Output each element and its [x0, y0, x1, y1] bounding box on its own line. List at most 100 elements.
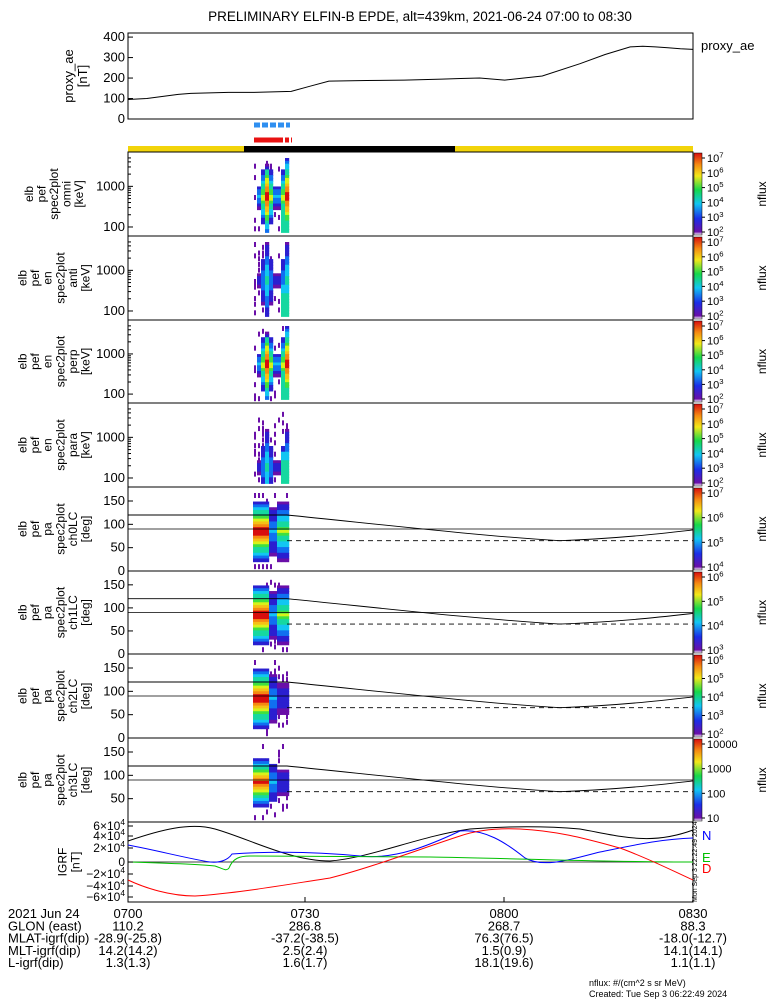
spectrogram-cell: [261, 510, 266, 514]
spectrogram-cell: [265, 214, 270, 219]
spectrogram-cell: [269, 264, 274, 269]
spectrogram-cell: [253, 593, 258, 598]
spectrogram-cell: [253, 602, 258, 606]
spectrogram-cell: [285, 440, 290, 445]
spectrogram-cell: [262, 493, 264, 498]
spectrogram-cell: [285, 454, 290, 459]
spectrogram-cell: [285, 273, 290, 278]
spectrogram-cell: [278, 582, 280, 588]
spectrogram-cell: [269, 203, 274, 208]
spectrogram-cell: [281, 552, 286, 557]
spectrogram-cell: [270, 803, 272, 809]
ylabel-line: [nT]: [75, 65, 90, 87]
spectrogram-cell: [257, 761, 262, 765]
spectrogram-cell: [277, 621, 282, 626]
spec-yticks: 1000 100: [96, 408, 133, 485]
spectrogram-cell: [265, 393, 270, 398]
spectrogram-cell: [281, 287, 286, 292]
spectrogram-cell: [261, 722, 266, 727]
spectrogram-cell: [265, 443, 270, 447]
spec-ytick-label: 100: [103, 767, 125, 782]
spectrogram-cell: [265, 351, 270, 355]
orbit-info-footer: 2021 Jun 24 0700 0730 0800 0830 GLON (east) 11…: [8, 897, 727, 970]
spectrogram-cell: [258, 396, 260, 402]
spectrogram-cell: [285, 382, 290, 386]
spectrogram-cell: [281, 588, 286, 592]
colorbar-tick-label: 102: [707, 392, 724, 406]
spectrogram-cell: [261, 468, 266, 473]
spectrogram-cell: [265, 705, 270, 710]
spectrogram-cell: [269, 359, 274, 364]
spectrogram-cell: [253, 521, 258, 526]
spectrogram-cell: [285, 446, 290, 450]
spec-ytick-label: 100: [103, 303, 125, 318]
spec-panel-frame: [127, 235, 694, 321]
spectrogram-cell: [261, 264, 266, 269]
colorbar-tick-label: 104: [707, 362, 724, 376]
spectrogram-cell: [265, 521, 270, 526]
spectrogram-cell: [281, 390, 286, 395]
spectrogram-cell: [262, 328, 264, 334]
spectrogram-cell: [261, 605, 266, 609]
spectrogram-cell: [273, 685, 278, 690]
spectrogram-cell: [261, 370, 266, 375]
spectrogram-cell: [269, 627, 274, 632]
spectrogram-cell: [273, 711, 278, 715]
proxy-ae-frame: [127, 32, 694, 120]
ylabel-line: ch3LC: [66, 762, 80, 797]
spectrogram-cell: [281, 348, 286, 353]
footer-row-label: MLAT-igrf(dip): [8, 931, 89, 946]
spectrogram-cell: [257, 674, 262, 678]
spectrogram-cell: [269, 602, 274, 606]
spectrogram-cell: [254, 448, 256, 454]
spectrogram-cell: [261, 688, 266, 693]
spectrogram-cell: [254, 279, 256, 284]
colorbar-label: nflux: [755, 181, 769, 206]
spectrogram-cell: [261, 711, 266, 715]
spectrogram-cell: [269, 273, 274, 278]
spectrogram-cell: [269, 624, 274, 629]
spectrogram-cell: [278, 758, 280, 764]
spectrogram-cell: [266, 582, 268, 588]
spectrogram-cell: [261, 769, 266, 774]
spectrogram-cell: [281, 365, 286, 369]
spectrogram-cell: [261, 682, 266, 687]
ylabel-line: spec2plot: [53, 252, 67, 304]
spectrogram-cell: [253, 722, 258, 727]
spectrogram-cell: [285, 448, 290, 453]
spectrogram-cell: [265, 766, 270, 771]
spectrogram-cell: [261, 387, 266, 392]
spectrogram-cell: [281, 396, 286, 400]
spectrogram-cell: [274, 638, 276, 644]
spectrogram-cell: [277, 276, 282, 280]
spectrogram-cell: [285, 253, 290, 258]
spectrogram-cell: [257, 638, 262, 643]
spectrogram-cell: [265, 702, 270, 707]
spectrogram-cell: [285, 214, 290, 219]
spectrogram-cell: [261, 518, 266, 523]
spectrogram-cell: [254, 345, 256, 351]
spectrogram-cell: [269, 276, 274, 280]
spectrogram-cell: [281, 555, 286, 560]
spectrogram-cell: [273, 766, 278, 771]
spectrogram-cell: [254, 564, 256, 570]
spectrogram-cell: [285, 541, 290, 546]
spectrogram-cell: [253, 532, 258, 537]
spectrogram-cell: [269, 775, 274, 780]
spectrogram-cell: [257, 552, 262, 557]
spectrogram-cell: [253, 524, 258, 529]
spectrogram-cell: [277, 775, 282, 780]
spectrogram-cell: [265, 206, 270, 211]
spectrogram-cell: [277, 624, 282, 629]
spectrogram-cell: [269, 195, 274, 199]
spectrogram-cell: [281, 544, 286, 548]
spectrogram-cell: [265, 460, 270, 464]
spectrogram-cell: [265, 220, 270, 225]
spectrogram-cell: [274, 296, 276, 302]
spectrogram-cell: [253, 555, 258, 560]
spectrogram-cell: [262, 253, 264, 259]
spectrogram-cell: [281, 630, 286, 635]
spectrogram-cell: [285, 163, 290, 168]
spectrogram-cell: [281, 448, 286, 453]
